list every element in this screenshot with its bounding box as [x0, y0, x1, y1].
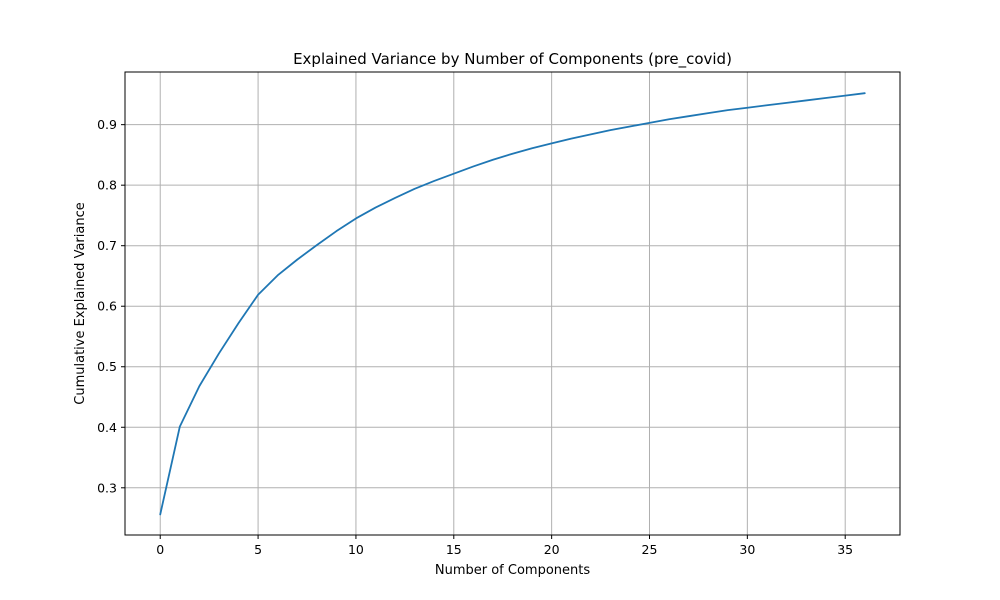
y-tick-label: 0.8	[97, 178, 117, 193]
x-tick-label: 0	[156, 542, 164, 557]
x-tick-label: 5	[254, 542, 262, 557]
y-tick-label: 0.3	[97, 480, 117, 495]
x-tick-label: 15	[446, 542, 462, 557]
x-axis-label: Number of Components	[435, 563, 590, 578]
grid	[125, 72, 900, 535]
chart-title: Explained Variance by Number of Componen…	[293, 50, 732, 69]
series-layer	[159, 92, 866, 516]
x-tick-label: 20	[544, 542, 560, 557]
x-tick-label: 25	[642, 542, 658, 557]
y-tick-label: 0.5	[97, 359, 117, 374]
y-tick-label: 0.4	[97, 420, 117, 435]
y-tick-label: 0.6	[97, 299, 117, 314]
y-axis-label: Cumulative Explained Variance	[73, 202, 88, 404]
series-line	[159, 92, 866, 516]
x-tick-label: 30	[739, 542, 755, 557]
ticks: 0 5 10 15 20 25 30 35 0.3 0.4 0.5 0.6 0.7 0.8 0.9	[97, 117, 853, 557]
y-tick-label: 0.7	[97, 238, 117, 253]
x-tick-label: 35	[837, 542, 853, 557]
x-tick-label: 10	[348, 542, 364, 557]
plot-area-frame	[124, 71, 901, 536]
y-tick-label: 0.9	[97, 117, 117, 132]
